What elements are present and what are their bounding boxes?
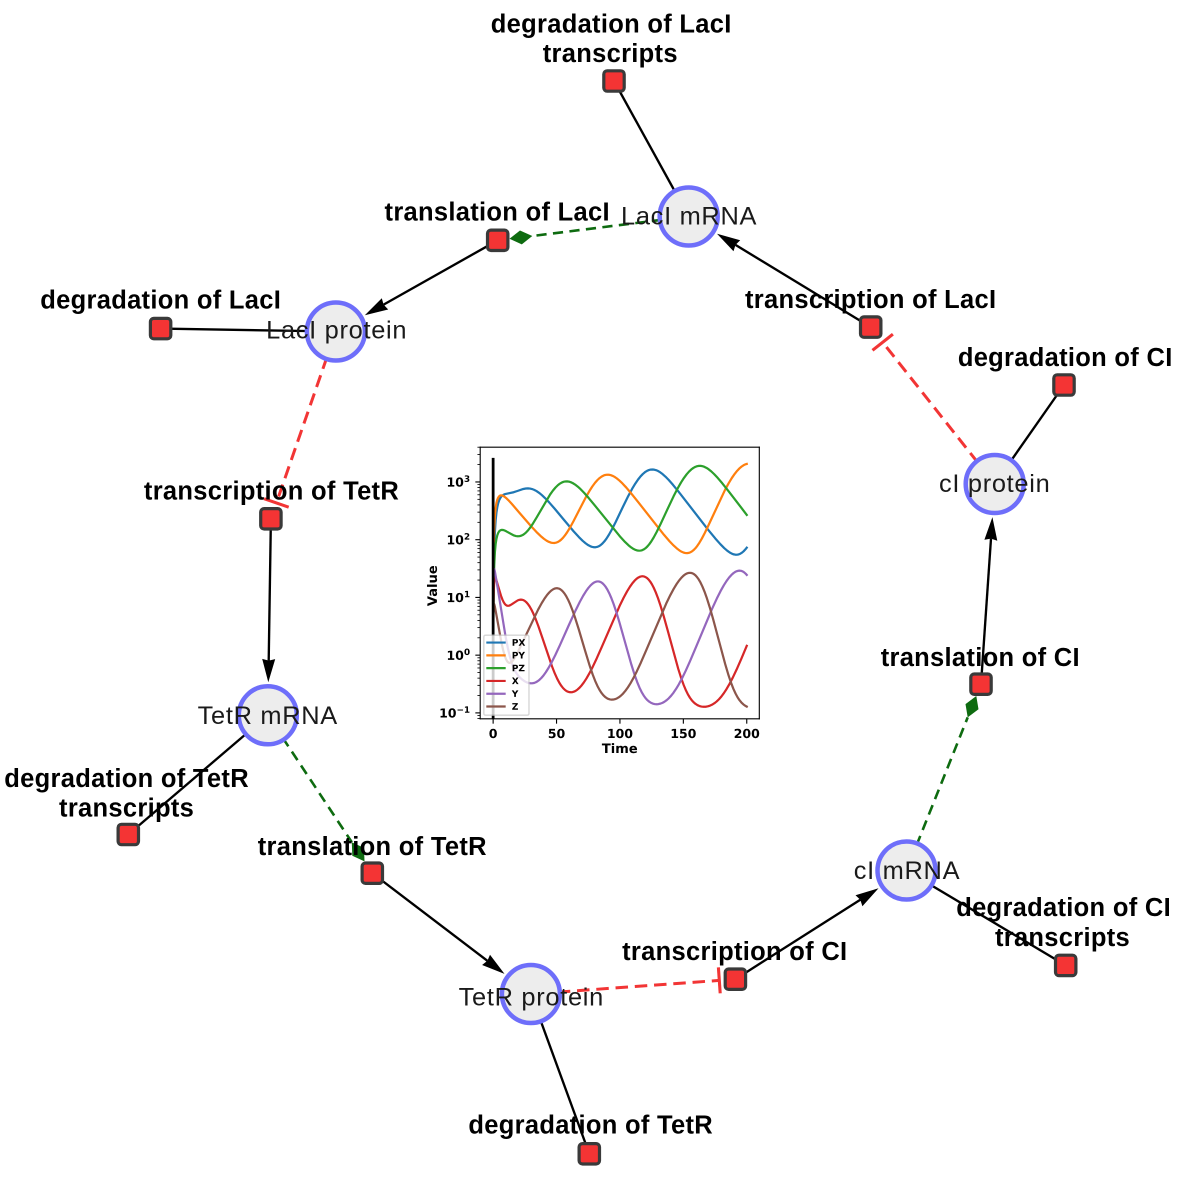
svg-text:translation of LacI: translation of LacI: [385, 199, 610, 227]
svg-text:TetR mRNA: TetR mRNA: [198, 702, 338, 730]
svg-text:TetR protein: TetR protein: [459, 984, 604, 1012]
svg-text:degradation of LacI: degradation of LacI: [491, 11, 732, 39]
svg-text:LacI mRNA: LacI mRNA: [621, 202, 757, 230]
svg-text:transcripts: transcripts: [995, 924, 1130, 952]
svg-text:cI protein: cI protein: [939, 470, 1050, 498]
svg-text:translation of TetR: translation of TetR: [258, 833, 487, 861]
svg-text:degradation of TetR: degradation of TetR: [468, 1112, 713, 1140]
svg-text:transcription of LacI: transcription of LacI: [745, 286, 996, 314]
svg-text:translation of CI: translation of CI: [881, 644, 1080, 672]
svg-text:transcription of CI: transcription of CI: [622, 938, 847, 966]
svg-text:LacI protein: LacI protein: [266, 317, 407, 345]
svg-text:degradation of LacI: degradation of LacI: [40, 286, 281, 314]
svg-text:transcription of TetR: transcription of TetR: [144, 478, 399, 506]
svg-text:transcripts: transcripts: [543, 40, 678, 68]
svg-text:transcripts: transcripts: [59, 795, 194, 823]
svg-text:degradation of CI: degradation of CI: [956, 894, 1171, 922]
svg-text:cI mRNA: cI mRNA: [854, 857, 960, 885]
svg-text:degradation of CI: degradation of CI: [958, 344, 1173, 372]
svg-text:degradation of TetR: degradation of TetR: [4, 765, 249, 793]
